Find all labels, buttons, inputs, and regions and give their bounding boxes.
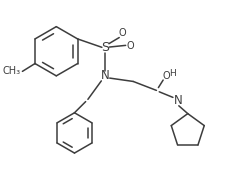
- Text: CH₃: CH₃: [2, 66, 21, 76]
- Text: N: N: [101, 69, 110, 82]
- Text: H: H: [169, 69, 176, 78]
- Text: N: N: [174, 94, 182, 107]
- Text: O: O: [126, 41, 134, 51]
- Text: O: O: [119, 28, 126, 38]
- Text: S: S: [101, 41, 109, 54]
- Text: O: O: [162, 71, 170, 81]
